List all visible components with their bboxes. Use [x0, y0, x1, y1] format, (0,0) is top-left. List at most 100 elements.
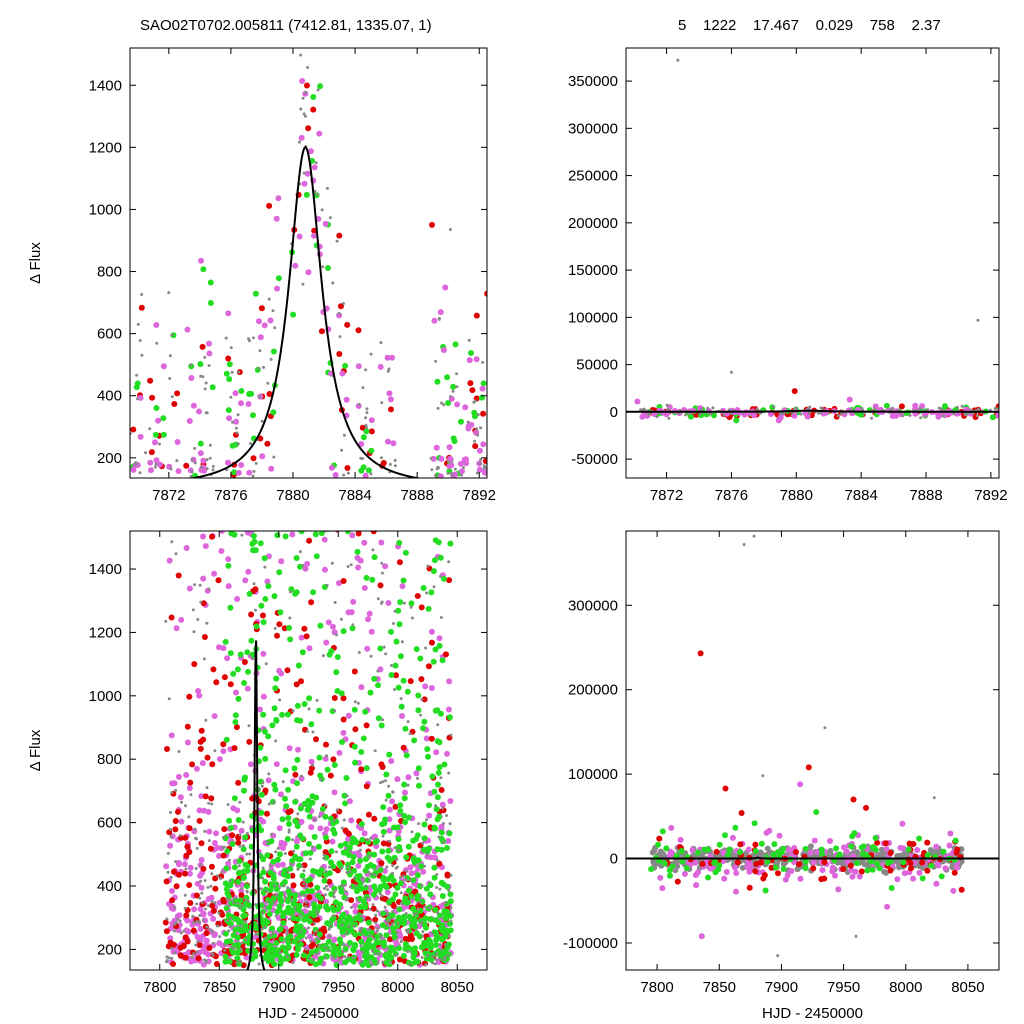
data-point: [350, 853, 357, 860]
data-point: [323, 898, 329, 905]
y-tick-label: 1000: [89, 201, 122, 218]
data-point: [186, 785, 193, 791]
data-point: [231, 915, 238, 922]
data-point: [233, 418, 239, 425]
data-point: [205, 467, 209, 471]
data-point: [197, 361, 204, 368]
data-point: [336, 580, 342, 587]
data-point: [272, 900, 276, 904]
data-point: [293, 818, 300, 825]
data-point: [299, 107, 303, 111]
data-point: [266, 904, 273, 911]
outlier-point: [733, 417, 740, 424]
data-point: [174, 788, 178, 792]
data-point: [273, 215, 280, 222]
data-point: [174, 860, 178, 864]
data-point: [368, 934, 372, 938]
data-point: [285, 888, 292, 895]
data-point: [908, 413, 912, 417]
data-point: [198, 840, 205, 847]
data-point: [287, 828, 291, 832]
data-point: [252, 290, 259, 297]
data-point: [405, 887, 412, 894]
data-point: [473, 399, 477, 403]
data-point: [755, 407, 759, 411]
data-point: [368, 854, 372, 858]
data-point: [231, 942, 238, 949]
data-point: [336, 860, 343, 867]
data-point: [711, 406, 715, 410]
data-point: [219, 942, 226, 949]
data-point: [390, 440, 397, 447]
data-point: [802, 865, 809, 872]
data-point: [399, 583, 406, 590]
data-point: [171, 401, 178, 407]
data-point: [225, 459, 231, 466]
data-point: [729, 412, 733, 415]
data-point: [299, 872, 306, 879]
data-point: [436, 739, 443, 746]
data-point: [408, 878, 412, 882]
data-point: [225, 583, 232, 590]
data-point: [673, 852, 680, 859]
data-point: [270, 858, 277, 865]
data-point: [692, 859, 699, 866]
data-point: [372, 948, 379, 955]
data-point: [282, 767, 289, 774]
data-point: [228, 925, 232, 928]
data-point: [449, 906, 453, 910]
data-point: [870, 416, 874, 420]
data-point: [193, 892, 200, 899]
data-point: [656, 835, 663, 842]
data-point: [311, 763, 315, 767]
data-point: [947, 830, 954, 837]
data-point: [338, 958, 342, 962]
data-point: [393, 458, 397, 462]
data-point: [391, 864, 395, 868]
data-point: [258, 602, 265, 609]
data-point: [223, 943, 227, 947]
data-point: [304, 900, 308, 904]
data-point: [438, 787, 445, 793]
data-point: [196, 817, 203, 824]
y-tick-label: 300000: [568, 597, 618, 614]
data-point: [198, 896, 202, 900]
data-point: [231, 864, 238, 871]
data-point: [354, 548, 361, 555]
outlier-point: [752, 534, 756, 538]
data-point: [323, 956, 327, 960]
data-point: [317, 825, 324, 832]
data-point: [321, 536, 328, 543]
data-point: [232, 926, 239, 933]
data-point: [258, 305, 265, 312]
data-point: [286, 745, 293, 752]
data-point: [346, 865, 350, 869]
data-point: [266, 911, 273, 917]
data-point: [900, 845, 907, 852]
data-point: [391, 934, 398, 941]
data-point: [228, 824, 235, 831]
data-point: [266, 944, 273, 951]
data-point: [345, 830, 352, 837]
data-point: [264, 662, 268, 666]
data-point: [275, 275, 282, 282]
data-point: [260, 693, 267, 700]
data-point: [225, 310, 232, 317]
data-point: [482, 466, 486, 470]
plot-frame: [129, 530, 488, 971]
data-point: [450, 473, 454, 477]
data-point: [207, 801, 211, 805]
data-point: [169, 888, 175, 894]
data-point: [198, 914, 202, 917]
data-point: [684, 413, 687, 417]
data-point: [387, 784, 391, 788]
data-point: [160, 415, 167, 422]
data-point: [305, 269, 312, 276]
data-point: [955, 405, 959, 409]
data-point: [176, 917, 180, 921]
data-point: [160, 363, 167, 370]
data-point: [357, 557, 364, 564]
data-point: [316, 754, 323, 761]
data-point: [438, 879, 445, 886]
data-point: [312, 933, 316, 937]
